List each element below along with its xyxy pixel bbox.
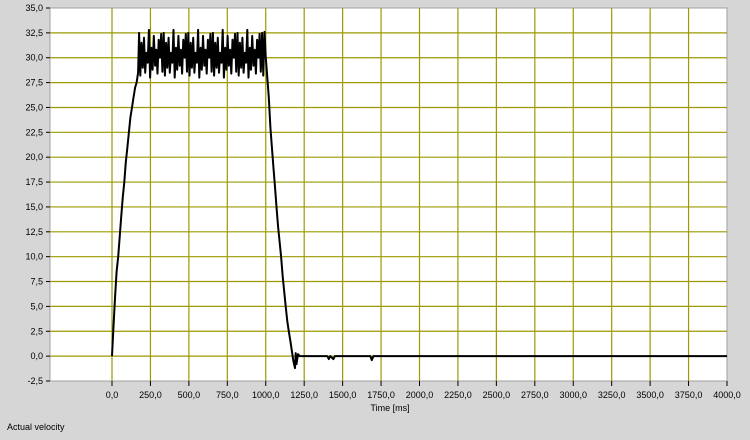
y-tick-label: 0,0 <box>30 351 43 361</box>
y-tick-label: 12,5 <box>25 227 43 237</box>
y-tick-label: 10,0 <box>25 252 43 262</box>
x-tick-label: 1750,0 <box>367 390 395 400</box>
y-tick-label: 30,0 <box>25 53 43 63</box>
y-tick-label: 32,5 <box>25 28 43 38</box>
y-tick-label: 25,0 <box>25 102 43 112</box>
x-tick-label: 250,0 <box>139 390 162 400</box>
x-tick-label: 0,0 <box>106 390 119 400</box>
x-tick-label: 2500,0 <box>483 390 511 400</box>
y-tick-label: 15,0 <box>25 202 43 212</box>
y-tick-label: 17,5 <box>25 177 43 187</box>
x-tick-label: 3250,0 <box>598 390 626 400</box>
series-caption: Actual velocity <box>7 422 65 432</box>
y-tick-label: 5,0 <box>30 301 43 311</box>
x-tick-label: 1000,0 <box>252 390 280 400</box>
x-tick-label: 3000,0 <box>559 390 587 400</box>
series-line-actual-velocity <box>111 28 727 370</box>
y-tick-label: 20,0 <box>25 152 43 162</box>
y-tick-label: 27,5 <box>25 78 43 88</box>
x-tick-label: 4000,0 <box>713 390 741 400</box>
y-tick-label: 7,5 <box>30 277 43 287</box>
x-axis: 0,0 250,0 500,0 750,0 1000,0 1250,0 1500,0 1750… <box>106 381 741 400</box>
x-tick-label: 750,0 <box>216 390 239 400</box>
x-tick-label: 2750,0 <box>521 390 549 400</box>
y-tick-label: 22,5 <box>25 127 43 137</box>
x-tick-label: 3500,0 <box>636 390 664 400</box>
x-tick-label: 3750,0 <box>675 390 703 400</box>
y-tick-label: 2,5 <box>30 326 43 336</box>
y-tick-label: 35,0 <box>25 3 43 13</box>
x-tick-label: 1500,0 <box>329 390 357 400</box>
x-tick-label: 2000,0 <box>406 390 434 400</box>
y-axis: -2,5 0,0 2,5 5,0 7,5 10,0 12,5 15,0 17,5 20,0 22,5… <box>25 3 50 386</box>
x-tick-label: 1250,0 <box>290 390 318 400</box>
x-tick-label: 500,0 <box>178 390 201 400</box>
x-tick-label: 2250,0 <box>444 390 472 400</box>
y-tick-label: -2,5 <box>27 376 43 386</box>
x-axis-label: Time [ms] <box>370 403 409 413</box>
